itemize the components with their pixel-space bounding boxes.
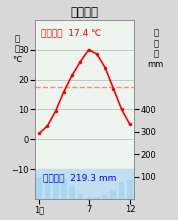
Y-axis label: 気
温
℃: 気 温 ℃: [13, 34, 22, 64]
Bar: [44, 182, 50, 199]
Text: 平年気温  17.4 ℃: 平年気温 17.4 ℃: [41, 29, 101, 38]
Bar: [69, 185, 75, 199]
Bar: [127, 180, 133, 199]
Bar: [53, 175, 59, 199]
Bar: [94, 197, 100, 199]
Bar: [36, 177, 42, 199]
Bar: [86, 197, 91, 199]
Bar: [119, 182, 124, 199]
Title: テヘラン: テヘラン: [70, 6, 98, 18]
Bar: [111, 190, 116, 199]
Y-axis label: 降
水
量
mm: 降 水 量 mm: [148, 29, 164, 69]
Bar: [35, 169, 134, 199]
Text: 年降水量  219.3 mm: 年降水量 219.3 mm: [43, 174, 117, 183]
Bar: [61, 179, 67, 199]
Bar: [102, 195, 108, 199]
Bar: [77, 194, 83, 199]
